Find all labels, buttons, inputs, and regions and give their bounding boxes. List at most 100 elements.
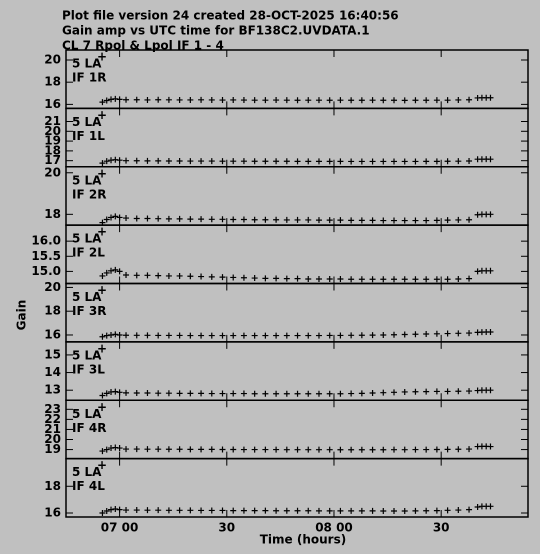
data-point (123, 215, 130, 222)
data-point (176, 96, 183, 103)
data-point (466, 330, 473, 337)
data-point (305, 446, 312, 453)
data-point (391, 331, 398, 338)
antenna-marker: + (97, 400, 107, 414)
y-tick-label: 13 (44, 383, 61, 397)
data-point (176, 390, 183, 397)
antenna-label: 5 LA (72, 290, 102, 304)
data-point (144, 390, 151, 397)
data-point (487, 211, 494, 218)
y-tick-label: 19 (44, 442, 61, 456)
data-point (444, 158, 451, 165)
data-point (273, 390, 280, 397)
data-point (348, 507, 355, 514)
data-point (315, 332, 322, 339)
data-point (273, 332, 280, 339)
data-point (423, 97, 430, 104)
data-point (123, 332, 130, 339)
data-point (401, 446, 408, 453)
data-point (412, 507, 419, 514)
data-point (123, 272, 130, 279)
data-point (444, 507, 451, 514)
data-point (348, 97, 355, 104)
data-point (240, 216, 247, 223)
data-point (230, 332, 237, 339)
data-point (433, 217, 440, 224)
data-point (103, 97, 110, 104)
data-point (348, 276, 355, 283)
data-point (262, 507, 269, 514)
data-point (348, 158, 355, 165)
data-point (455, 275, 462, 282)
data-point (444, 446, 451, 453)
data-point (283, 446, 290, 453)
data-point (155, 446, 162, 453)
data-point (444, 217, 451, 224)
y-tick-label: 20 (44, 280, 61, 294)
y-tick-label: 20 (44, 124, 61, 138)
data-point (474, 268, 481, 275)
data-point (144, 332, 151, 339)
data-point (466, 446, 473, 453)
antenna-label: 5 LA (72, 348, 102, 362)
data-point (165, 157, 172, 164)
data-point (369, 332, 376, 339)
data-point (337, 446, 344, 453)
data-point (144, 446, 151, 453)
antenna-label: 5 LA (72, 115, 102, 129)
data-point (155, 332, 162, 339)
data-point (219, 274, 226, 281)
data-point (326, 390, 333, 397)
data-point (401, 507, 408, 514)
data-point (176, 157, 183, 164)
data-point (240, 390, 247, 397)
data-point (294, 332, 301, 339)
data-point (423, 217, 430, 224)
data-point (283, 507, 290, 514)
antenna-marker: + (97, 341, 107, 355)
y-tick-label: 16 (44, 97, 61, 111)
data-point (176, 446, 183, 453)
data-point (133, 507, 140, 514)
x-axis-label: Time (hours) (260, 533, 346, 547)
data-point (358, 158, 365, 165)
data-point (99, 448, 106, 455)
data-point (103, 269, 110, 276)
data-point (219, 507, 226, 514)
data-point (433, 507, 440, 514)
data-point (165, 332, 172, 339)
antenna-marker: + (97, 108, 107, 122)
data-point (358, 446, 365, 453)
data-point (466, 96, 473, 103)
data-point (412, 331, 419, 338)
data-point (133, 390, 140, 397)
data-point (337, 97, 344, 104)
data-point (337, 332, 344, 339)
data-point (230, 507, 237, 514)
data-point (466, 157, 473, 164)
antenna-label: 5 LA (72, 232, 102, 246)
data-point (412, 97, 419, 104)
if-label: IF 4R (72, 421, 106, 435)
data-point (391, 389, 398, 396)
data-point (401, 331, 408, 338)
data-point (337, 275, 344, 282)
antenna-label: 5 LA (72, 173, 102, 187)
data-point (391, 217, 398, 224)
data-point (423, 507, 430, 514)
data-point (99, 272, 106, 279)
data-point (251, 275, 258, 282)
data-point (176, 215, 183, 222)
data-point (283, 275, 290, 282)
data-point (369, 158, 376, 165)
data-point (401, 276, 408, 283)
data-point (155, 215, 162, 222)
data-point (155, 390, 162, 397)
data-point (103, 390, 110, 397)
data-point (133, 215, 140, 222)
data-point (487, 503, 494, 510)
data-point (326, 158, 333, 165)
data-point (176, 332, 183, 339)
data-point (123, 96, 130, 103)
